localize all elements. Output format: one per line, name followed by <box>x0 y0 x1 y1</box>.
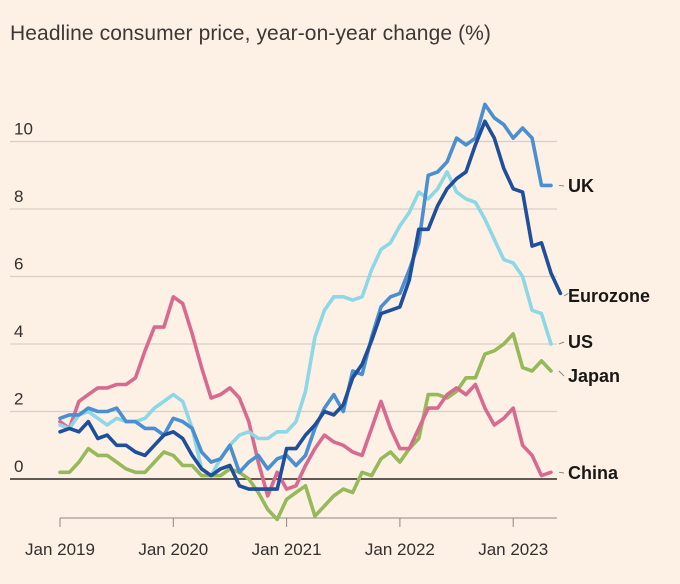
x-tick-label: Jan 2023 <box>478 540 548 559</box>
gridlines <box>10 140 557 480</box>
x-axis: Jan 2019 Jan 2020 Jan 2021 Jan 2022 Jan 2023 <box>25 517 557 559</box>
y-tick-label: 2 <box>14 390 23 409</box>
series-line-china <box>58 295 553 498</box>
series-lines <box>58 102 563 522</box>
x-tick-label: Jan 2021 <box>252 540 322 559</box>
label-leader <box>558 184 565 187</box>
y-axis-labels: 0 2 4 6 8 10 <box>14 120 33 477</box>
series-line-eurozone <box>58 119 563 491</box>
y-tick-label: 8 <box>14 187 23 206</box>
y-tick-label: 10 <box>14 120 33 139</box>
x-tick-label: Jan 2022 <box>365 540 435 559</box>
series-line-japan <box>58 332 553 522</box>
y-tick-label: 6 <box>14 255 23 274</box>
label-leader <box>558 341 565 345</box>
series-line-uk <box>58 102 553 475</box>
chart-title: Headline consumer price, year-on-year ch… <box>10 22 492 45</box>
series-label-eurozone: Eurozone <box>568 286 650 306</box>
y-tick-label: 4 <box>14 322 23 341</box>
x-tick-label: Jan 2019 <box>25 540 95 559</box>
series-line-us <box>58 170 553 478</box>
label-leader <box>558 370 565 377</box>
series-label-us: US <box>568 332 593 352</box>
series-label-uk: UK <box>568 176 594 196</box>
series-label-china: China <box>568 463 619 483</box>
label-leader <box>563 292 569 297</box>
label-leader <box>558 471 565 474</box>
series-label-japan: Japan <box>568 366 620 386</box>
y-tick-label: 0 <box>14 457 23 476</box>
x-tick-label: Jan 2020 <box>138 540 208 559</box>
series-labels: UK Eurozone US Japan China <box>558 176 650 483</box>
